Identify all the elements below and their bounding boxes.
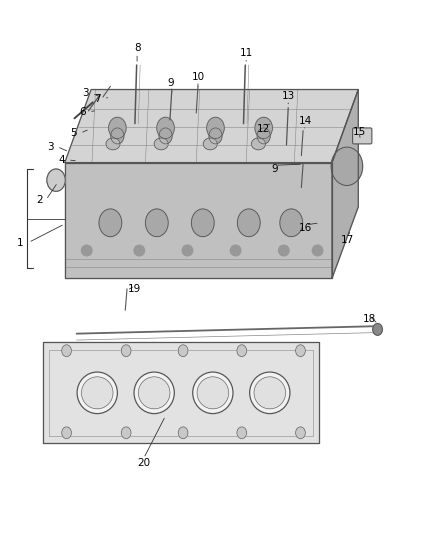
Ellipse shape (99, 209, 122, 237)
Ellipse shape (145, 209, 168, 237)
Circle shape (207, 117, 224, 139)
Text: 10: 10 (191, 72, 205, 82)
Circle shape (121, 427, 131, 439)
Circle shape (296, 427, 305, 439)
Ellipse shape (197, 377, 229, 409)
Text: 16: 16 (299, 223, 312, 233)
Ellipse shape (254, 377, 286, 409)
Circle shape (159, 128, 172, 144)
Circle shape (237, 345, 247, 357)
FancyBboxPatch shape (353, 128, 372, 144)
Text: 17: 17 (341, 235, 354, 245)
Text: 4: 4 (58, 155, 65, 165)
Text: 14: 14 (299, 116, 312, 126)
Ellipse shape (203, 138, 217, 150)
Text: 12: 12 (257, 124, 270, 134)
Ellipse shape (134, 245, 145, 256)
Circle shape (331, 147, 363, 185)
Ellipse shape (154, 138, 168, 150)
Ellipse shape (237, 209, 260, 237)
Text: 6: 6 (79, 107, 86, 117)
Circle shape (62, 427, 71, 439)
Text: 9: 9 (167, 78, 174, 87)
Circle shape (178, 345, 188, 357)
Ellipse shape (77, 372, 117, 414)
Ellipse shape (193, 372, 233, 414)
Circle shape (373, 324, 382, 335)
Ellipse shape (312, 245, 323, 256)
Circle shape (111, 128, 124, 144)
Circle shape (47, 169, 65, 191)
Ellipse shape (230, 245, 241, 256)
Circle shape (109, 117, 126, 139)
Ellipse shape (138, 377, 170, 409)
Ellipse shape (106, 138, 120, 150)
Polygon shape (65, 163, 332, 278)
Ellipse shape (134, 372, 174, 414)
Text: 11: 11 (240, 49, 253, 58)
Polygon shape (65, 90, 358, 163)
Circle shape (62, 345, 71, 357)
Text: 3: 3 (47, 142, 54, 151)
Ellipse shape (81, 377, 113, 409)
Ellipse shape (191, 209, 214, 237)
Text: 5: 5 (70, 128, 77, 138)
Polygon shape (43, 342, 319, 443)
Circle shape (237, 427, 247, 439)
Text: 15: 15 (353, 127, 366, 137)
Text: 2: 2 (36, 195, 43, 205)
Text: 9: 9 (272, 164, 279, 174)
Circle shape (121, 345, 131, 357)
Text: 3: 3 (82, 88, 89, 98)
Circle shape (157, 117, 174, 139)
Ellipse shape (251, 138, 265, 150)
Text: 18: 18 (363, 314, 376, 324)
Ellipse shape (182, 245, 193, 256)
Text: 20: 20 (137, 458, 150, 467)
Polygon shape (332, 90, 358, 278)
Circle shape (209, 128, 222, 144)
Text: 13: 13 (282, 91, 295, 101)
Ellipse shape (250, 372, 290, 414)
Circle shape (296, 345, 305, 357)
Circle shape (255, 117, 272, 139)
Circle shape (178, 427, 188, 439)
Text: 8: 8 (134, 43, 141, 53)
Text: 7: 7 (94, 94, 101, 103)
Text: 1: 1 (16, 238, 23, 247)
Ellipse shape (280, 209, 303, 237)
Text: 19: 19 (128, 284, 141, 294)
Ellipse shape (81, 245, 92, 256)
Ellipse shape (279, 245, 289, 256)
Circle shape (257, 128, 270, 144)
